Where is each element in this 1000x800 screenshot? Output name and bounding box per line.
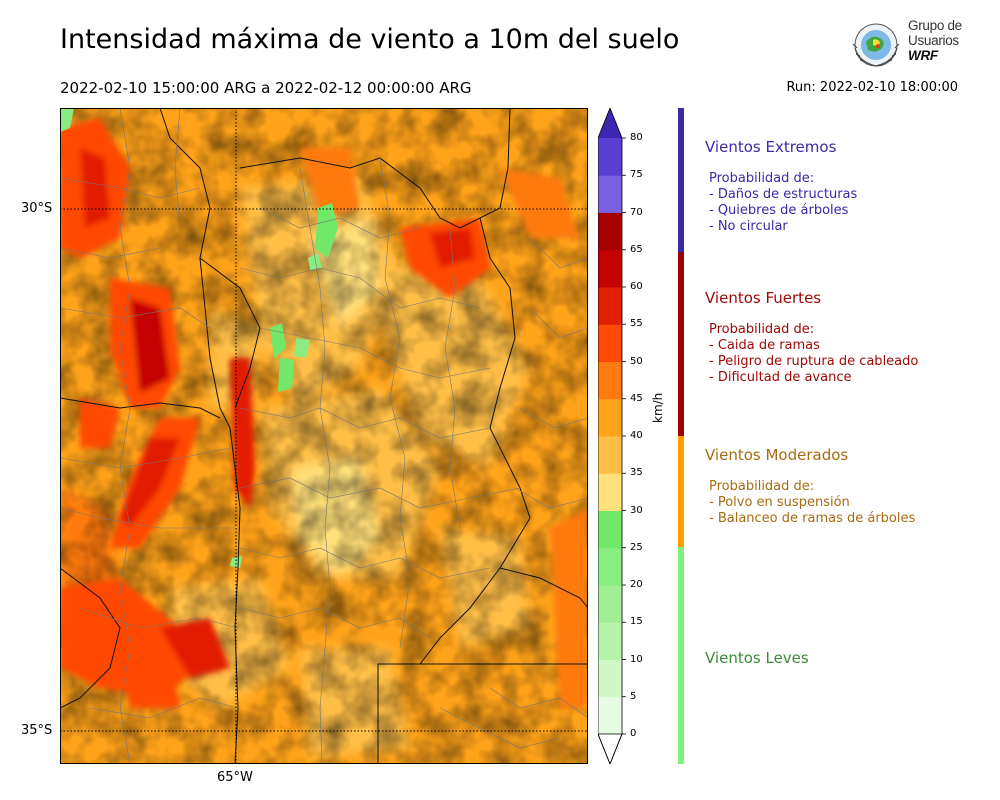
category-description: Probabilidad de: - Polvo en suspensión -… bbox=[709, 479, 916, 526]
colorbar-tick-label: 35 bbox=[630, 467, 643, 479]
colorbar-segment bbox=[598, 659, 622, 698]
category-strong-winds: Vientos Fuertes Probabilidad de: - Caida… bbox=[705, 289, 918, 386]
category-title: Vientos Leves bbox=[705, 649, 809, 667]
colorbar-tick-label: 55 bbox=[630, 318, 643, 330]
colorbar-tick-label: 45 bbox=[630, 392, 643, 404]
wind-speed-colorbar bbox=[598, 108, 626, 764]
category-description: Probabilidad de: - Caida de ramas - Peli… bbox=[709, 322, 919, 385]
lat-label-30s: 30°S bbox=[21, 201, 53, 216]
colorbar-extend-top bbox=[598, 108, 622, 138]
colorbar-segment bbox=[598, 249, 622, 288]
strong-winds-bar bbox=[678, 252, 684, 436]
colorbar-extend-bottom bbox=[598, 733, 623, 764]
colorbar-tick-label: 15 bbox=[630, 616, 643, 628]
department-boundaries bbox=[60, 108, 588, 764]
colorbar-segment bbox=[598, 622, 622, 660]
extreme-winds-bar bbox=[678, 108, 684, 252]
category-title: Vientos Fuertes bbox=[705, 289, 822, 307]
colorbar-segment bbox=[598, 361, 622, 400]
colorbar-tick-label: 25 bbox=[630, 541, 643, 553]
colorbar-segment bbox=[598, 138, 622, 176]
colorbar-tick-label: 75 bbox=[630, 169, 643, 181]
map-title: Intensidad máxima de viento a 10m del su… bbox=[60, 24, 680, 55]
strong-wind-areas bbox=[60, 118, 588, 708]
run-time: Run: 2022-02-10 18:00:00 bbox=[786, 80, 958, 95]
colorbar-tick-label: 40 bbox=[630, 430, 643, 441]
colorbar-tick-label: 20 bbox=[630, 579, 643, 590]
colorbar-segment bbox=[598, 585, 622, 623]
colorbar-segment bbox=[598, 696, 622, 735]
colorbar-tick-label: 30 bbox=[630, 504, 643, 516]
forecast-period: 2022-02-10 15:00:00 ARG a 2022-02-12 00:… bbox=[60, 79, 472, 97]
category-light-winds: Vientos Leves bbox=[705, 649, 809, 667]
colorbar-segment bbox=[598, 547, 622, 586]
colorbar-tick-label: 50 bbox=[630, 355, 643, 367]
category-description: Probabilidad de: - Daños de estructuras … bbox=[709, 171, 858, 234]
colorbar-segment bbox=[598, 175, 622, 213]
colorbar-segment bbox=[598, 324, 622, 362]
colorbar-segment bbox=[598, 436, 622, 474]
colorbar-segment bbox=[598, 398, 622, 437]
colorbar-segment bbox=[598, 473, 622, 511]
lon-label-65w: 65°W bbox=[217, 770, 253, 785]
colorbar-segment bbox=[598, 287, 622, 325]
category-extreme-winds: Vientos Extremos Probabilidad de: - Daño… bbox=[705, 138, 857, 235]
category-moderate-winds: Vientos Moderados Probabilidad de: - Pol… bbox=[705, 446, 915, 527]
colorbar-tick-label: 80 bbox=[630, 132, 643, 143]
graticule bbox=[60, 108, 588, 764]
colorbar-tick-label: 60 bbox=[630, 281, 643, 292]
colorbar-tick-label: 0 bbox=[630, 728, 637, 739]
category-title: Vientos Moderados bbox=[705, 446, 849, 464]
light-wind-areas bbox=[60, 108, 338, 568]
wind-speed-map bbox=[60, 108, 588, 764]
category-title: Vientos Extremos bbox=[705, 138, 837, 156]
colorbar-segment bbox=[598, 510, 622, 549]
map-frame bbox=[60, 108, 588, 764]
moderate-winds-bar bbox=[678, 436, 684, 547]
light-winds-bar bbox=[678, 547, 684, 764]
colorbar-unit-label: km/h bbox=[651, 392, 665, 423]
colorbar-tick-label: 10 bbox=[630, 653, 643, 665]
colorbar-tick-label: 5 bbox=[630, 690, 637, 702]
grupo-usuarios-wrf-logo: Grupo de Usuarios WRF bbox=[848, 18, 968, 72]
lat-label-35s: 35°S bbox=[21, 723, 53, 738]
colorbar-tick-label: 70 bbox=[630, 206, 643, 218]
colorbar-tick-label: 65 bbox=[630, 243, 643, 255]
logo-text: Grupo de Usuarios WRF bbox=[908, 18, 962, 63]
globe-icon bbox=[852, 23, 900, 67]
colorbar-segment bbox=[598, 212, 622, 251]
